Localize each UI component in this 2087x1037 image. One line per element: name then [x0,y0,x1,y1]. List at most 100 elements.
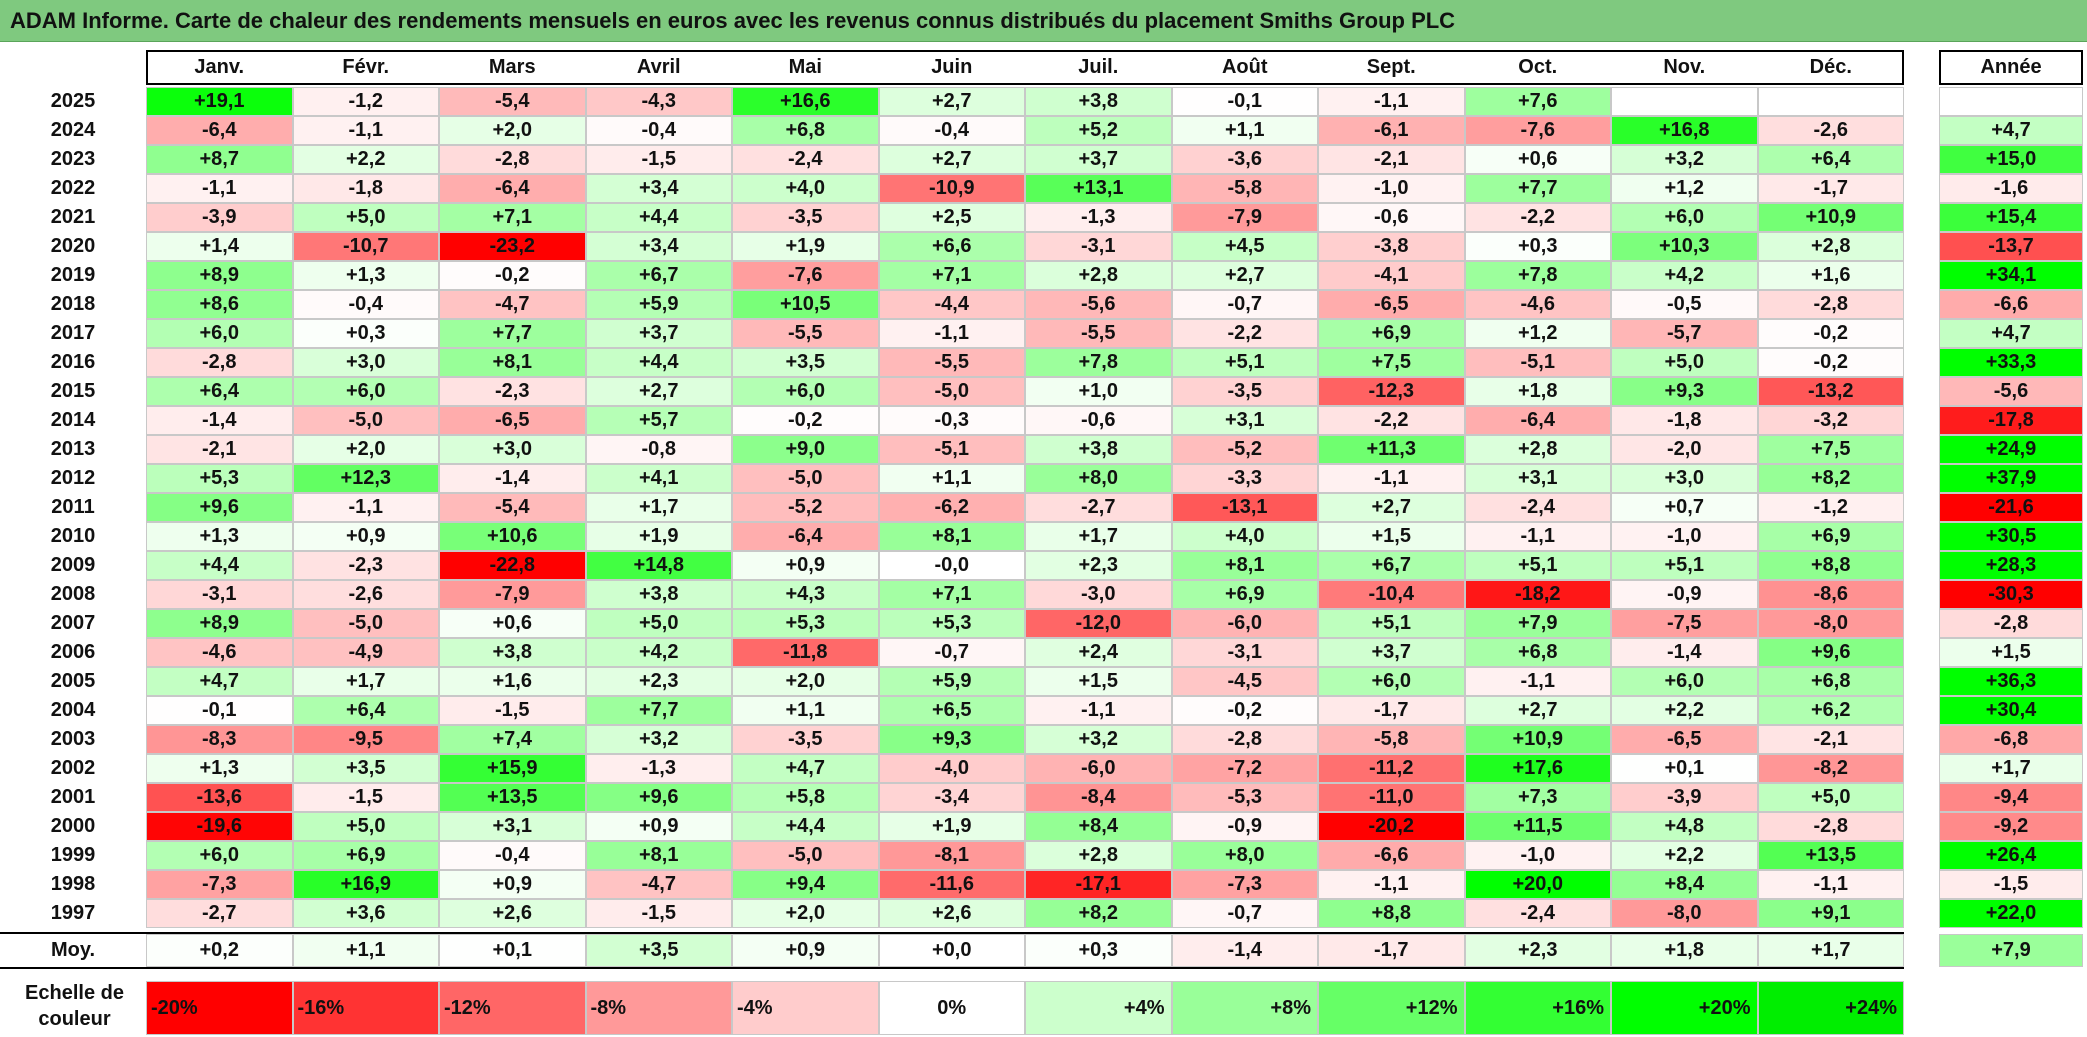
heatmap-cell: +1,0 [1025,377,1172,406]
title-bar: ADAM Informe. Carte de chaleur des rende… [0,0,2087,42]
heatmap-cell: -6,5 [439,406,586,435]
heatmap-cell: +10,9 [1757,203,1904,232]
heatmap-cell: +3,4 [585,174,732,203]
heatmap-cell: -8,6 [1757,580,1904,609]
heatmap-cell: +2,7 [585,377,732,406]
heatmap-cell: +3,7 [1025,145,1172,174]
heatmap-cell: +0,9 [585,812,732,841]
heatmap-cell: -7,6 [1464,116,1611,145]
average-cell: -1,7 [1318,934,1465,967]
heatmap-cell: -8,3 [146,725,293,754]
heatmap-cell: -2,4 [1464,493,1611,522]
row-year-label: 2001 [50,786,96,808]
heatmap-cell: +1,3 [146,522,293,551]
heatmap-cell: +10,3 [1611,232,1758,261]
annual-cell: +30,5 [1939,522,2083,551]
heatmap-cell: +3,5 [732,348,879,377]
average-cell: +1,7 [1757,934,1904,967]
heatmap-cell: -1,1 [1757,870,1904,899]
heatmap-cell: -3,8 [1318,232,1465,261]
heatmap-cell: +6,4 [292,696,439,725]
heatmap-cell: -4,9 [292,638,439,667]
heatmap-cell: +6,0 [146,319,293,348]
heatmap-cell: -3,1 [1171,638,1318,667]
heatmap-cell: +14,8 [585,551,732,580]
heatmap-cell: -3,4 [878,783,1025,812]
heatmap-cell: +1,9 [878,812,1025,841]
heatmap-cell: -4,7 [585,870,732,899]
annual-cell: +30,4 [1939,696,2083,725]
heatmap-cell: -0,7 [1171,290,1318,319]
heatmap-cell: +3,2 [585,725,732,754]
heatmap-cell: -1,5 [585,145,732,174]
heatmap-cell: -0,2 [732,406,879,435]
heatmap-cell: +2,2 [1611,841,1758,870]
average-cell: +0,3 [1025,934,1172,967]
heatmap-cell: -6,4 [732,522,879,551]
heatmap-cell: +6,4 [1757,145,1904,174]
heatmap-cell: -18,2 [1464,580,1611,609]
heatmap-cell: +13,1 [1025,174,1172,203]
heatmap-cell: -8,0 [1611,899,1758,928]
heatmap-cell: -3,5 [1171,377,1318,406]
row-year-label: 2011 [51,496,95,518]
annual-cell: -6,8 [1939,725,2083,754]
heatmap-cell: +7,8 [1025,348,1172,377]
heatmap-cell: -2,1 [146,435,293,464]
color-scale-label: Echelle de couleur [25,982,124,1030]
average-cell: +0,9 [732,934,879,967]
heatmap-cell: -3,1 [146,580,293,609]
heatmap-cell: +6,0 [1318,667,1465,696]
heatmap-cell: -4,0 [878,754,1025,783]
heatmap-cell: -5,0 [732,841,879,870]
heatmap-cell: +2,6 [878,899,1025,928]
row-year-label: 2009 [50,554,96,576]
heatmap-cell: -5,1 [1464,348,1611,377]
heatmap-cell: -7,9 [439,580,586,609]
heatmap-cell: +1,1 [732,696,879,725]
row-year-label: 2005 [50,670,96,692]
column-header: Sept. [1366,56,1416,78]
annual-column-header: Année [1980,56,2042,78]
heatmap-cell: +8,1 [585,841,732,870]
annual-cell: -1,6 [1939,174,2083,203]
heatmap-cell: +2,6 [439,899,586,928]
heatmap-cell: -1,3 [1025,203,1172,232]
heatmap-cell: +1,3 [146,754,293,783]
heatmap-cell: +1,7 [292,667,439,696]
annual-cell: -30,3 [1939,580,2083,609]
heatmap-cell: +4,0 [732,174,879,203]
heatmap-cell: -0,4 [439,841,586,870]
heatmap-cell: -6,2 [878,493,1025,522]
heatmap-cell [1757,87,1904,116]
heatmap-cell: +6,2 [1757,696,1904,725]
heatmap-cell: +6,9 [292,841,439,870]
heatmap-cell: -5,0 [292,609,439,638]
heatmap-cell: -0,4 [585,116,732,145]
heatmap-cell: -5,1 [878,435,1025,464]
heatmap-cell: +2,2 [1611,696,1758,725]
annual-cell: +1,7 [1939,754,2083,783]
heatmap-cell: -2,7 [1025,493,1172,522]
heatmap-cell: -5,5 [1025,319,1172,348]
heatmap-cell: +2,0 [292,435,439,464]
heatmap-cell: -1,0 [1318,174,1465,203]
heatmap-cell: +16,9 [292,870,439,899]
heatmap-cell: -1,1 [1464,522,1611,551]
heatmap-cell: +8,2 [1757,464,1904,493]
heatmap-cell: -0,0 [878,551,1025,580]
heatmap-cell: -0,3 [878,406,1025,435]
heatmap-cell: -5,2 [1171,435,1318,464]
heatmap-cell: +8,6 [146,290,293,319]
heatmap-cell: +5,1 [1611,551,1758,580]
heatmap-cell: -1,1 [1464,667,1611,696]
heatmap-cell: -1,5 [292,783,439,812]
average-row-top-rule [0,932,1904,934]
heatmap-cell: -2,8 [1757,812,1904,841]
heatmap-cell: +2,7 [878,87,1025,116]
heatmap-cell: -3,2 [1757,406,1904,435]
heatmap-cell: -6,1 [1318,116,1465,145]
heatmap-cell: +3,1 [439,812,586,841]
heatmap-cell: -12,3 [1318,377,1465,406]
heatmap-cell: -10,4 [1318,580,1465,609]
